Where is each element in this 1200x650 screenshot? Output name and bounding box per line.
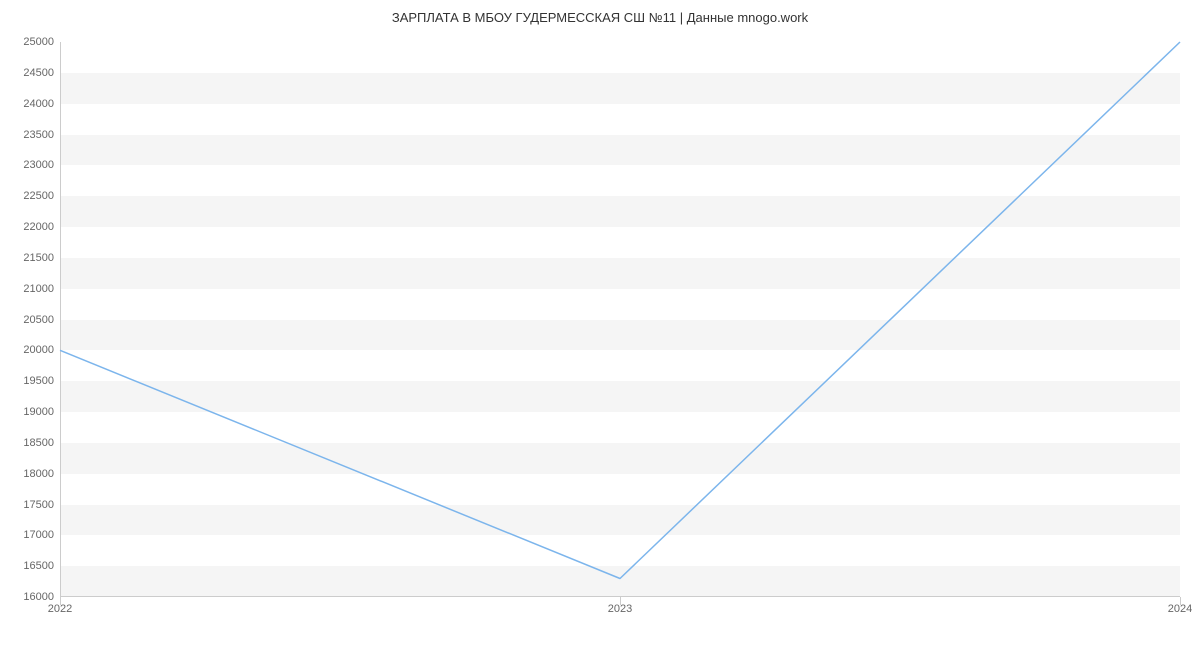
- y-tick-label: 19000: [23, 406, 54, 418]
- salary-chart: ЗАРПЛАТА В МБОУ ГУДЕРМЕССКАЯ СШ №11 | Да…: [0, 0, 1200, 650]
- y-tick-label: 24000: [23, 98, 54, 110]
- y-tick-label: 20500: [23, 314, 54, 326]
- y-tick-label: 23500: [23, 129, 54, 141]
- y-tick-label: 17000: [23, 529, 54, 541]
- chart-title: ЗАРПЛАТА В МБОУ ГУДЕРМЕССКАЯ СШ №11 | Да…: [0, 10, 1200, 25]
- line-layer: [60, 42, 1180, 597]
- y-tick-label: 17500: [23, 499, 54, 511]
- x-tick-label: 2023: [608, 603, 632, 615]
- y-tick-label: 24500: [23, 67, 54, 79]
- plot-area: 1600016500170001750018000185001900019500…: [60, 42, 1180, 597]
- y-tick-label: 22000: [23, 221, 54, 233]
- x-tick-label: 2024: [1168, 603, 1192, 615]
- y-tick-label: 19500: [23, 375, 54, 387]
- y-tick-label: 16500: [23, 560, 54, 572]
- y-tick-label: 21000: [23, 283, 54, 295]
- y-tick-label: 21500: [23, 252, 54, 264]
- y-tick-label: 23000: [23, 159, 54, 171]
- y-tick-label: 18500: [23, 437, 54, 449]
- y-tick-label: 20000: [23, 344, 54, 356]
- y-tick-label: 18000: [23, 468, 54, 480]
- x-tick-label: 2022: [48, 603, 72, 615]
- y-tick-label: 25000: [23, 36, 54, 48]
- series-salary: [60, 42, 1180, 579]
- y-tick-label: 16000: [23, 591, 54, 603]
- y-tick-label: 22500: [23, 190, 54, 202]
